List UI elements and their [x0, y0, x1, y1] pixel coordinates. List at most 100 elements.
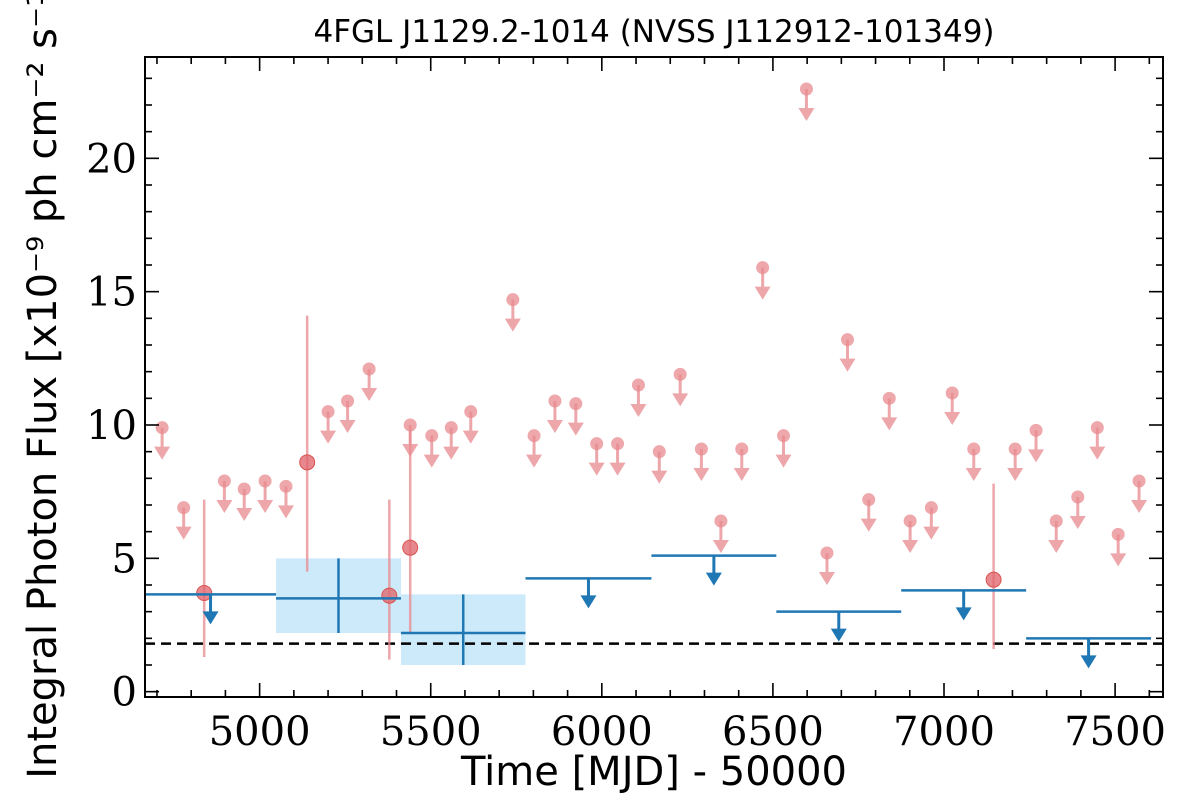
monthly-upper-limit-arrow-15-head: [546, 420, 563, 433]
monthly-upper-limit-point-39: [1071, 490, 1085, 504]
monthly-upper-limit-point-8: [362, 362, 376, 376]
monthly-upper-limit-point-2: [217, 474, 231, 488]
yearly-upper-limit-arrow-1-head: [580, 595, 597, 609]
monthly-upper-limit-point-32: [903, 514, 917, 528]
monthly-upper-limit-arrow-10-head: [423, 454, 440, 468]
x-tick-label-6500: 6500: [722, 709, 824, 755]
x-axis-label: Time [MJD] - 50000: [460, 749, 847, 795]
monthly-upper-limit-arrow-40-head: [1089, 446, 1106, 460]
monthly-upper-limit-arrow-23-head: [712, 540, 729, 553]
monthly-upper-limit-arrow-4-head: [257, 500, 274, 513]
monthly-detection-point-0: [196, 585, 213, 601]
monthly-upper-limit-point-10: [425, 429, 439, 443]
monthly-upper-limit-point-19: [631, 378, 645, 392]
monthly-upper-limit-arrow-11-head: [443, 446, 460, 460]
monthly-upper-limit-point-26: [777, 429, 791, 443]
monthly-upper-limit-point-27: [799, 82, 813, 96]
monthly-upper-limit-point-40: [1090, 421, 1104, 435]
yearly-upper-limit-arrow-3-head: [830, 628, 847, 642]
monthly-upper-limit-arrow-7-head: [339, 420, 356, 433]
monthly-upper-limit-arrow-6-head: [320, 430, 337, 444]
monthly-upper-limit-arrow-34-head: [944, 412, 961, 425]
monthly-detection-point-1: [299, 454, 316, 471]
monthly-upper-limit-point-23: [714, 514, 728, 528]
monthly-upper-limit-arrow-33-head: [923, 526, 940, 540]
yearly-upper-limit-arrow-1: [580, 578, 597, 609]
x-tick-label-5500: 5500: [380, 709, 482, 755]
monthly-upper-limit-arrow-30-head: [860, 518, 877, 532]
monthly-upper-limit-arrow-37-head: [1028, 449, 1045, 463]
yearly-upper-limit-arrow-4: [955, 590, 972, 621]
yearly-upper-limit-arrow-2-head: [705, 572, 722, 586]
monthly-upper-limit-point-12: [464, 405, 478, 419]
monthly-upper-limit-point-11: [444, 421, 458, 435]
yearly-upper-limit-arrow-5-head: [1080, 655, 1097, 669]
chart-title: 4FGL J1129.2-1014 (NVSS J112912-101349): [313, 14, 994, 50]
monthly-upper-limit-arrow-14-head: [526, 454, 543, 468]
monthly-upper-limit-arrow-22-head: [693, 468, 710, 481]
monthly-upper-limit-arrow-42-head: [1131, 500, 1148, 513]
x-tick-label-7000: 7000: [893, 709, 995, 755]
monthly-upper-limit-point-21: [673, 367, 687, 381]
monthly-detection-point-2: [381, 587, 398, 604]
yearly-upper-limit-arrow-3: [830, 611, 847, 642]
monthly-upper-limit-point-35: [967, 442, 981, 456]
monthly-upper-limit-arrow-28-head: [818, 572, 835, 585]
x-tick-label-6000: 6000: [551, 709, 653, 755]
monthly-upper-limit-arrow-1-head: [175, 526, 192, 540]
monthly-upper-limit-point-7: [341, 394, 355, 408]
y-tick-label-5: 5: [112, 536, 137, 582]
yearly-upper-limit-arrow-0-head: [202, 611, 219, 625]
yearly-upper-limit-arrow-4-head: [955, 607, 972, 621]
monthly-upper-limit-arrow-19-head: [630, 404, 647, 417]
y-tick-label-15: 15: [86, 270, 137, 316]
monthly-upper-limit-arrow-5-head: [277, 505, 294, 519]
monthly-upper-limit-arrow-16-head: [567, 422, 584, 436]
monthly-upper-limit-arrow-39-head: [1069, 516, 1086, 529]
monthly-upper-limit-arrow-36-head: [1007, 468, 1024, 481]
monthly-upper-limit-arrow-20-head: [651, 470, 668, 484]
monthly-upper-limit-arrow-31-head: [881, 417, 898, 431]
monthly-upper-limit-point-31: [882, 391, 896, 405]
monthly-upper-limit-point-24: [735, 442, 749, 456]
monthly-upper-limit-arrow-18-head: [609, 462, 626, 476]
yearly-upper-limit-arrow-2: [705, 555, 722, 586]
monthly-upper-limit-point-14: [527, 429, 541, 443]
y-tick-label-20: 20: [86, 136, 137, 182]
monthly-upper-limit-arrow-3-head: [236, 508, 253, 521]
monthly-upper-limit-arrow-38-head: [1048, 540, 1065, 553]
monthly-upper-limit-point-28: [820, 546, 834, 560]
plot-frame: [144, 56, 1164, 698]
monthly-upper-limit-point-30: [862, 493, 876, 507]
x-tick-label-5000: 5000: [209, 709, 311, 755]
monthly-upper-limit-point-16: [569, 397, 583, 411]
monthly-upper-limit-arrow-12-head: [462, 430, 479, 444]
monthly-upper-limit-arrow-25-head: [754, 286, 771, 300]
monthly-upper-limit-point-20: [652, 445, 666, 459]
monthly-detection-point-4: [985, 571, 1002, 588]
monthly-upper-limit-point-4: [258, 474, 272, 488]
monthly-upper-limit-arrow-13-head: [504, 318, 521, 332]
y-tick-label-10: 10: [86, 403, 137, 449]
monthly-upper-limit-point-13: [506, 293, 520, 307]
monthly-upper-limit-arrow-32-head: [902, 540, 919, 553]
monthly-upper-limit-arrow-27-head: [798, 108, 815, 121]
monthly-upper-limit-point-34: [945, 386, 959, 400]
monthly-upper-limit-point-36: [1008, 442, 1022, 456]
monthly-upper-limit-point-17: [590, 437, 604, 451]
y-tick-label-0: 0: [112, 670, 137, 716]
monthly-upper-limit-arrow-24-head: [733, 468, 750, 481]
monthly-upper-limit-arrow-21-head: [672, 393, 689, 407]
monthly-upper-limit-arrow-9-head: [402, 444, 419, 457]
monthly-upper-limit-point-38: [1049, 514, 1063, 528]
monthly-upper-limit-arrow-41-head: [1110, 553, 1127, 567]
monthly-upper-limit-point-25: [756, 261, 770, 275]
monthly-upper-limit-arrow-26-head: [775, 454, 792, 468]
monthly-detection-point-3: [402, 539, 419, 556]
monthly-upper-limit-point-33: [924, 501, 938, 515]
monthly-upper-limit-arrow-8-head: [361, 388, 378, 401]
plot-area: [145, 82, 1163, 669]
monthly-upper-limit-arrow-29-head: [839, 358, 856, 372]
monthly-upper-limit-arrow-0-head: [154, 446, 171, 460]
